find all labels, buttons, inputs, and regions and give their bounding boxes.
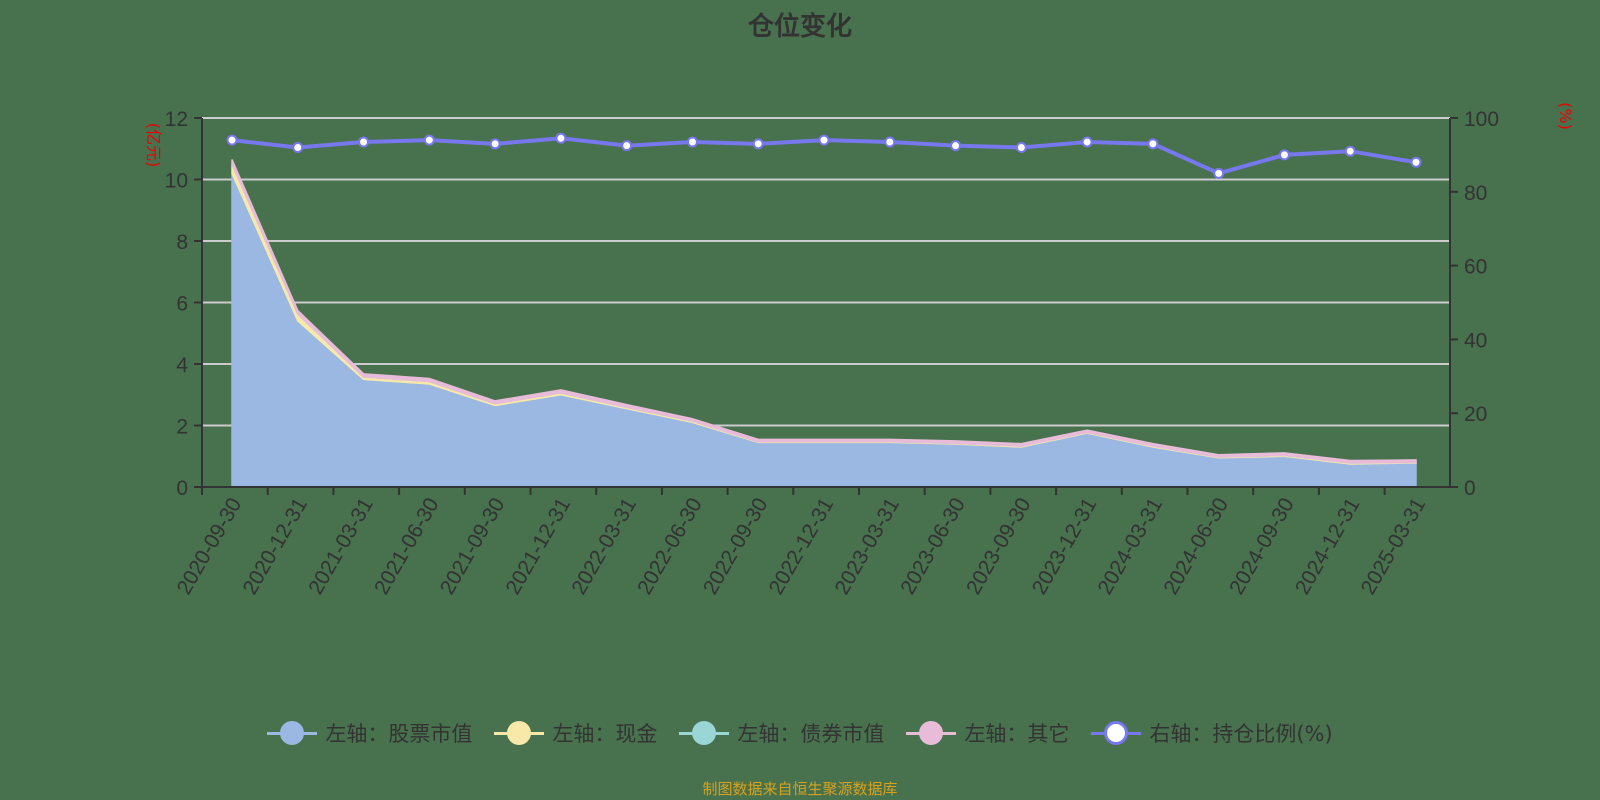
chart-plot-area: 0 2 4 6 8 10 12 0 20 40 60 80 100 2020-09-302020-12-3… [144,102,1575,599]
x-tick-label: 2025-03-31 [1357,494,1431,599]
x-tick-label: 2024-12-31 [1291,494,1365,599]
left-tick-label: 2 [176,416,188,439]
ratio-point [423,134,435,146]
x-tick-label: 2023-03-31 [830,494,904,599]
ratio-point [1344,145,1356,157]
right-tick-label: 20 [1464,403,1487,426]
legend-label: 左轴：股票市值 [325,722,473,746]
x-tick-label: 2022-03-31 [567,494,641,599]
legend-item-4[interactable]: 右轴：持仓比例(%) [1091,718,1333,748]
chart-title: 仓位变化 [747,12,852,42]
ratio-point [1278,149,1290,161]
left-axis-unit: (亿元) [144,123,163,168]
left-tick-label: 10 [165,170,188,193]
x-tick-label: 2024-09-30 [1225,494,1299,599]
ratio-point [818,134,830,146]
data-source-footer: 制图数据来自恒生聚源数据库 [702,780,898,798]
x-tick-label: 2020-09-30 [173,494,247,599]
legend-label: 左轴：债券市值 [737,722,885,746]
right-tick-label: 80 [1464,182,1487,205]
right-tick-label: 100 [1464,108,1499,131]
legend-marker-icon [906,720,957,746]
ratio-point [686,136,698,148]
ratio-point [358,136,370,148]
ratio-point [1213,167,1225,179]
legend-label: 左轴：其它 [964,722,1070,746]
ratio-point [226,134,238,146]
left-tick-label: 4 [176,354,188,377]
x-tick-label: 2022-12-31 [765,494,839,599]
x-tick-label: 2023-09-30 [962,494,1036,599]
right-tick-label: 0 [1464,477,1476,500]
right-tick-label: 60 [1464,256,1487,279]
x-tick-label: 2022-06-30 [633,494,707,599]
legend: 左轴：股票市值 左轴：现金 左轴：债券市值 左轴：其它 右轴：持仓比例(%) [0,718,1600,748]
ratio-point [292,142,304,154]
legend-item-1[interactable]: 左轴：现金 [494,718,657,748]
legend-item-0[interactable]: 左轴：股票市值 [267,718,472,748]
legend-label: 左轴：现金 [552,722,658,746]
area-series-3 [231,159,1417,464]
right-tick-label: 40 [1464,329,1487,352]
x-tick-label: 2020-12-31 [238,494,312,599]
legend-item-2[interactable]: 左轴：债券市值 [679,718,884,748]
ratio-point [1015,142,1027,154]
x-tick-label: 2021-12-31 [502,494,576,599]
right-axis-unit: (%) [1556,102,1575,130]
x-tick-label: 2023-06-30 [896,494,970,599]
x-tick-label: 2021-03-31 [304,494,378,599]
ratio-point [621,140,633,152]
x-tick-label: 2021-09-30 [436,494,510,599]
legend-item-3[interactable]: 左轴：其它 [906,718,1069,748]
x-tick-label: 2021-06-30 [370,494,444,599]
left-tick-label: 0 [176,477,188,500]
ratio-point [1410,156,1422,168]
legend-marker-icon [267,720,318,746]
x-tick-label: 2024-06-30 [1159,494,1233,599]
ratio-point [1147,138,1159,150]
legend-marker-icon [679,720,730,746]
ratio-point [555,132,567,144]
ratio-point [884,136,896,148]
x-tick-label: 2022-09-30 [699,494,773,599]
ratio-point [950,140,962,152]
ratio-point [1081,136,1093,148]
ratio-point [752,138,764,150]
left-tick-label: 12 [165,108,188,131]
x-tick-label: 2023-12-31 [1028,494,1102,599]
legend-label: 右轴：持仓比例(%) [1149,722,1333,746]
left-tick-label: 8 [176,231,188,254]
left-tick-label: 6 [176,293,188,316]
ratio-point [489,138,501,150]
legend-marker-icon [494,720,545,746]
x-tick-label: 2024-03-31 [1094,494,1168,599]
legend-marker-icon [1091,720,1142,746]
